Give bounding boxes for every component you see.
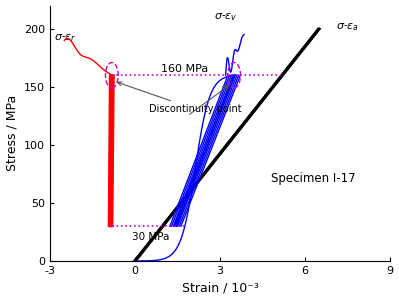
Text: $\sigma$-$\varepsilon_r$: $\sigma$-$\varepsilon_r$ [54,32,77,44]
Text: 30 MPa: 30 MPa [132,232,170,242]
Text: 160 MPa: 160 MPa [160,64,208,74]
X-axis label: Strain / 10⁻³: Strain / 10⁻³ [182,281,259,294]
Text: $\sigma$-$\varepsilon_a$: $\sigma$-$\varepsilon_a$ [336,21,359,33]
Text: $\sigma$-$\varepsilon_v$: $\sigma$-$\varepsilon_v$ [214,11,238,23]
Text: Discontinuity point: Discontinuity point [118,82,242,114]
Y-axis label: Stress / MPa: Stress / MPa [6,95,19,171]
Text: Specimen I-17: Specimen I-17 [271,172,356,185]
